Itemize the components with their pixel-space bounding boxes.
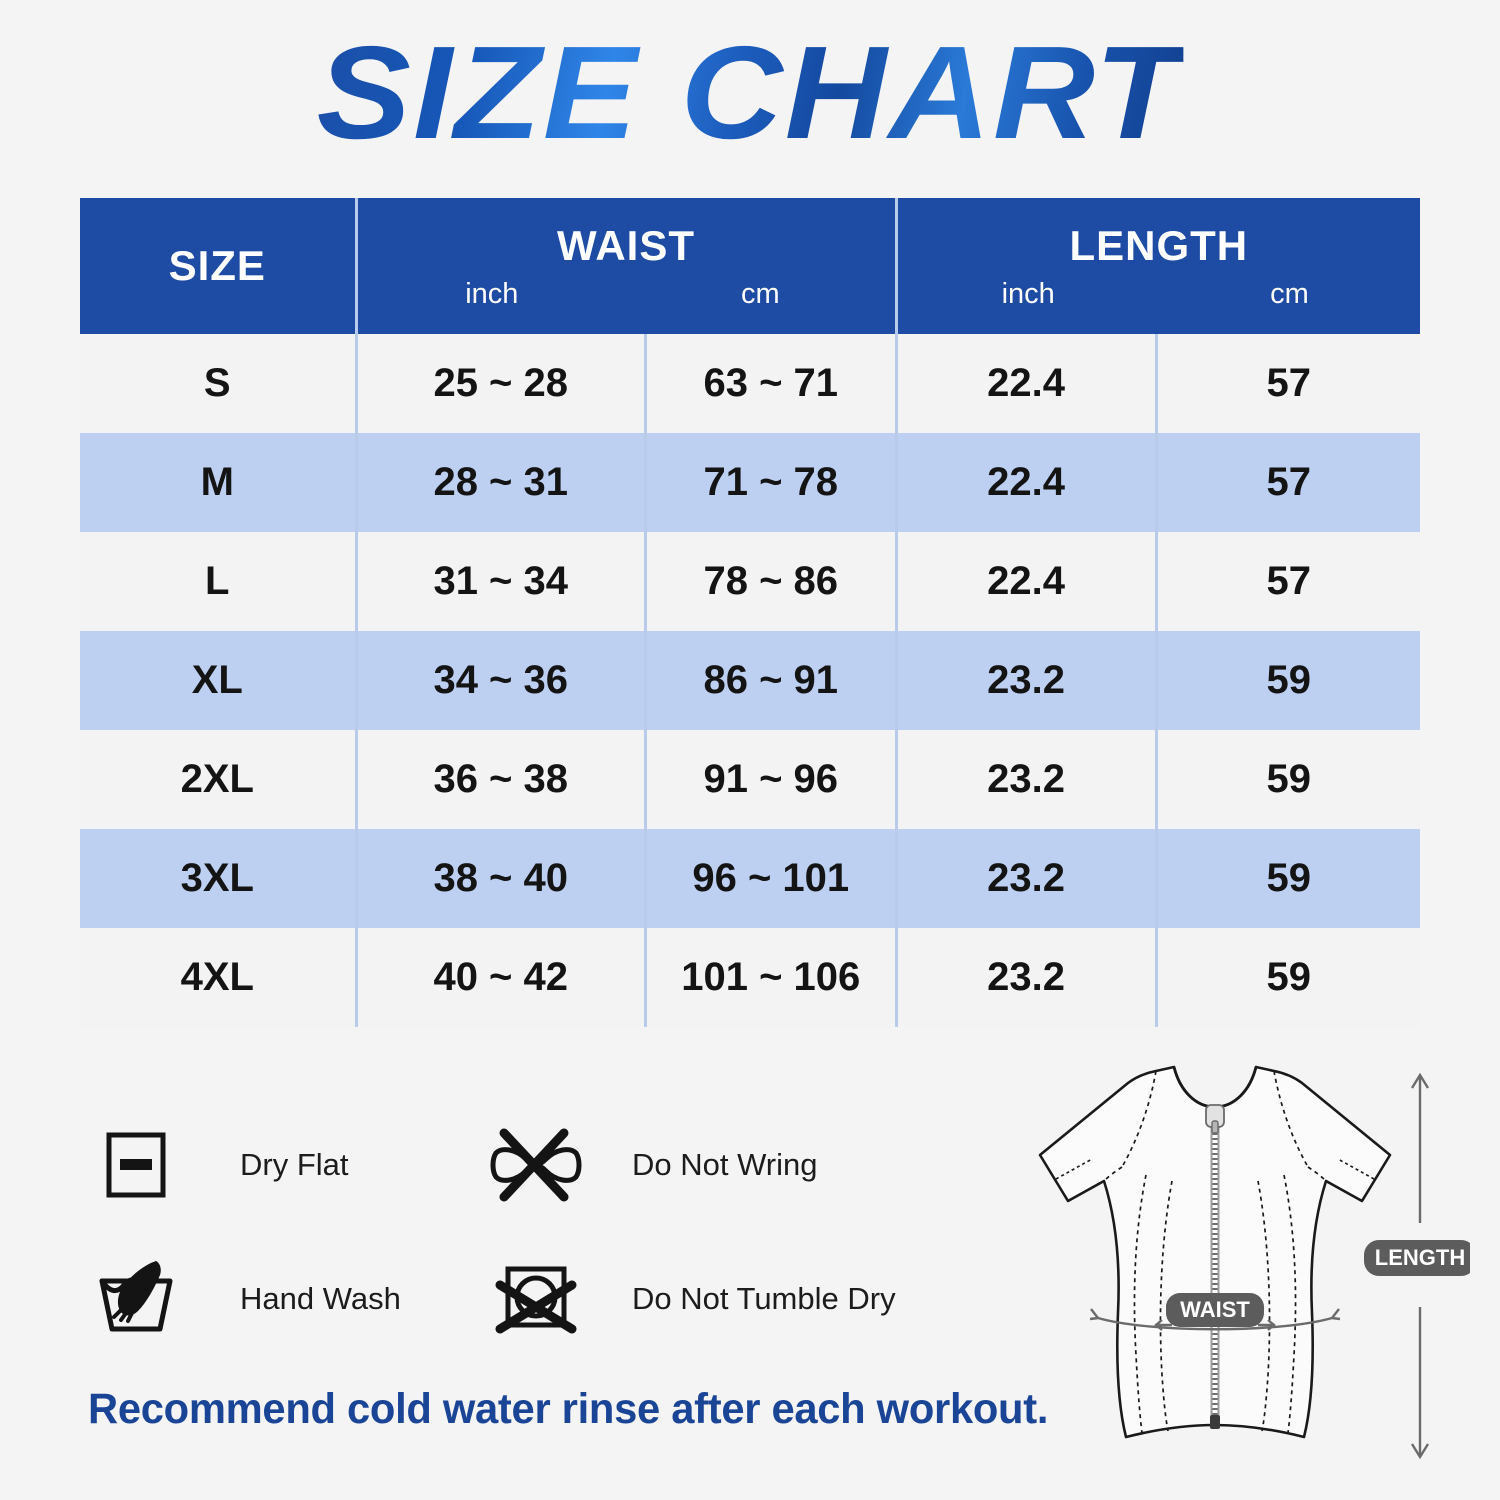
cell-length-cm: 59 [1156, 928, 1420, 1027]
cell-size: 2XL [80, 730, 358, 829]
cell-waist-cm: 91 ~ 96 [645, 730, 898, 829]
header-waist-inch: inch [465, 278, 519, 310]
garment-sleeve-hems [1055, 1158, 1375, 1202]
care-item-do-not-tumble-dry: Do Not Tumble Dry [488, 1251, 968, 1347]
care-item-dry-flat: Dry Flat [88, 1117, 488, 1213]
header-length-title: LENGTH [1069, 222, 1249, 269]
care-label-dry-flat: Dry Flat [240, 1147, 349, 1182]
table-row: 3XL 38 ~ 40 96 ~ 101 23.2 59 [80, 829, 1420, 928]
cell-length-inch: 23.2 [896, 631, 1158, 730]
cell-waist-inch: 36 ~ 38 [356, 730, 647, 829]
waist-measure-arrow [1089, 1308, 1341, 1331]
cell-size: S [80, 334, 358, 433]
cell-length-inch: 23.2 [896, 829, 1158, 928]
header-cell-waist: WAIST inch cm [356, 198, 898, 334]
recommendation-text: Recommend cold water rinse after each wo… [88, 1385, 1049, 1433]
cell-size: 3XL [80, 829, 358, 928]
table-row: 2XL 36 ~ 38 91 ~ 96 23.2 59 [80, 730, 1420, 829]
cell-size: M [80, 433, 358, 532]
table-row: M 28 ~ 31 71 ~ 78 22.4 57 [80, 433, 1420, 532]
waist-badge: WAIST [1166, 1293, 1264, 1327]
header-waist-cm: cm [740, 278, 780, 310]
care-label-do-not-tumble-dry: Do Not Tumble Dry [632, 1281, 896, 1316]
garment-zipper [1205, 1104, 1225, 1429]
header-length-cm: cm [1270, 278, 1309, 310]
care-label-do-not-wring: Do Not Wring [632, 1147, 818, 1182]
size-chart-table-container: SIZE WAIST inch cm LENGTH [80, 198, 1420, 1027]
header-cell-size: SIZE [80, 198, 358, 334]
cell-waist-inch: 31 ~ 34 [356, 532, 647, 631]
cell-waist-cm: 71 ~ 78 [645, 433, 898, 532]
table-row: L 31 ~ 34 78 ~ 86 22.4 57 [80, 532, 1420, 631]
cell-length-inch: 23.2 [896, 928, 1158, 1027]
do-not-wring-icon [488, 1117, 584, 1213]
cell-length-inch: 22.4 [896, 532, 1158, 631]
cell-length-cm: 57 [1156, 433, 1420, 532]
cell-length-cm: 59 [1156, 829, 1420, 928]
hand-wash-icon [88, 1251, 184, 1347]
cell-length-cm: 59 [1156, 631, 1420, 730]
care-item-do-not-wring: Do Not Wring [488, 1117, 968, 1213]
table-header: SIZE WAIST inch cm LENGTH [80, 198, 1420, 334]
care-label-hand-wash: Hand Wash [240, 1281, 401, 1316]
table-body: S 25 ~ 28 63 ~ 71 22.4 57 M 28 ~ 31 71 ~ 78 22.4… [80, 334, 1420, 1027]
cell-size: XL [80, 631, 358, 730]
care-instructions: Dry Flat Do Not Wring [88, 1098, 988, 1366]
cell-waist-cm: 96 ~ 101 [645, 829, 898, 928]
cell-waist-cm: 86 ~ 91 [645, 631, 898, 730]
cell-waist-inch: 25 ~ 28 [356, 334, 647, 433]
care-row-2: Hand Wash Do Not Tumble Dry [88, 1232, 988, 1366]
cell-length-cm: 57 [1156, 532, 1420, 631]
header-length-inch: inch [1001, 278, 1055, 310]
table-row: S 25 ~ 28 63 ~ 71 22.4 57 [80, 334, 1420, 433]
header-waist-title: WAIST [557, 222, 696, 269]
cell-waist-cm: 101 ~ 106 [645, 928, 898, 1027]
cell-length-cm: 57 [1156, 334, 1420, 433]
size-chart-table: SIZE WAIST inch cm LENGTH [80, 198, 1420, 1027]
cell-waist-inch: 28 ~ 31 [356, 433, 647, 532]
care-row-1: Dry Flat Do Not Wring [88, 1098, 988, 1232]
header-cell-length: LENGTH inch cm [896, 198, 1420, 334]
dry-flat-icon [88, 1117, 184, 1213]
cell-waist-cm: 63 ~ 71 [645, 334, 898, 433]
cell-waist-inch: 34 ~ 36 [356, 631, 647, 730]
garment-seam-lines [1103, 1070, 1327, 1434]
title-bar: SIZE CHART [0, 0, 1500, 170]
cell-length-cm: 59 [1156, 730, 1420, 829]
header-size-label: SIZE [168, 242, 266, 289]
waist-badge-label: WAIST [1180, 1297, 1250, 1322]
table-row: 4XL 40 ~ 42 101 ~ 106 23.2 59 [80, 928, 1420, 1027]
garment-diagram: WAIST LENGTH [960, 1055, 1470, 1500]
cell-size: L [80, 532, 358, 631]
cell-waist-cm: 78 ~ 86 [645, 532, 898, 631]
cell-waist-inch: 38 ~ 40 [356, 829, 647, 928]
cell-waist-inch: 40 ~ 42 [356, 928, 647, 1027]
cell-length-inch: 23.2 [896, 730, 1158, 829]
cell-length-inch: 22.4 [896, 334, 1158, 433]
cell-size: 4XL [80, 928, 358, 1027]
page-title: SIZE CHART [316, 19, 1184, 166]
do-not-tumble-dry-icon [488, 1251, 584, 1347]
table-row: XL 34 ~ 36 86 ~ 91 23.2 59 [80, 631, 1420, 730]
length-measure-arrow [1410, 1072, 1430, 1460]
length-badge-label: LENGTH [1375, 1245, 1465, 1270]
length-badge: LENGTH [1364, 1240, 1470, 1276]
care-item-hand-wash: Hand Wash [88, 1251, 488, 1347]
cell-length-inch: 22.4 [896, 433, 1158, 532]
